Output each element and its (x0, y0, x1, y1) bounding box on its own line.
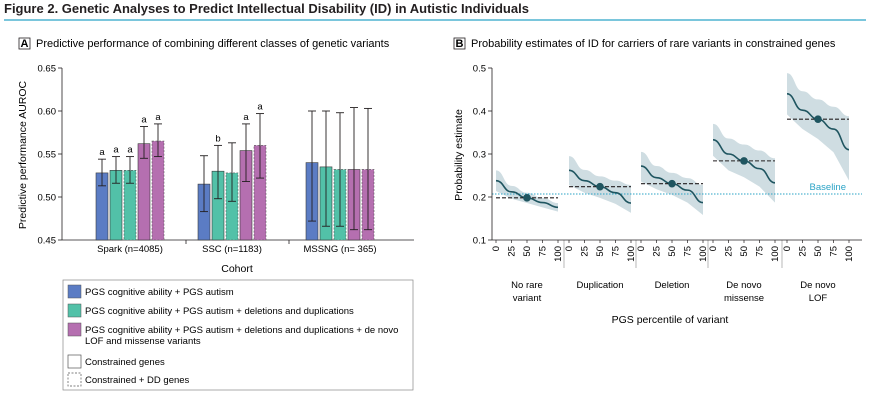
b-x-tick-label: 50 (667, 246, 678, 257)
panel-b-xlabel: PGS percentile of variant (612, 314, 729, 326)
bar (123, 170, 137, 241)
panel-a-legend: PGS cognitive ability + PGS autism PGS co… (62, 279, 414, 391)
b-y-tick-label: 0.5 (473, 64, 486, 75)
b-x-tick-label: 0 (564, 246, 575, 251)
b-x-tick-label: 100 (553, 246, 564, 262)
b-x-tick-label: 25 (652, 246, 663, 257)
b-y-tick-label: 0.2 (473, 193, 486, 204)
category-label: No rare (511, 280, 543, 291)
legend-label: Constrained + DD genes (85, 375, 190, 386)
significance-label: a (141, 114, 147, 125)
b-x-tick-label: 75 (538, 246, 549, 257)
a-y-tick-label: 0.65 (38, 64, 57, 75)
figure-title: Figure 2. Genetic Analyses to Predict In… (4, 1, 529, 16)
bar (253, 145, 267, 241)
confidence-band (787, 73, 849, 181)
significance-label: a (155, 112, 161, 123)
category-label: Deletion (655, 280, 690, 291)
category-label: De novo (800, 280, 835, 291)
confidence-band (496, 170, 558, 212)
b-x-tick-label: 0 (491, 246, 502, 251)
a-x-tick-label: MSSNG (n= 365) (303, 244, 376, 255)
bar (151, 140, 165, 241)
a-y-tick-label: 0.60 (38, 107, 57, 118)
b-x-tick-label: 0 (782, 246, 793, 251)
category-label: De novo (726, 280, 761, 291)
b-x-tick-label: 75 (755, 246, 766, 257)
significance-label: a (257, 102, 263, 113)
panel-a-letter: A (21, 38, 29, 50)
significance-label: b (215, 133, 220, 144)
panel-b-plot: Baseline No rare variant 0 25 50 75 100 Duplicat… (473, 64, 862, 304)
legend-swatch (67, 284, 82, 299)
category-label: Duplication (577, 280, 624, 291)
median-point (740, 157, 748, 165)
legend-swatch (67, 372, 82, 387)
b-x-tick-label: 25 (507, 246, 518, 257)
b-x-tick-label: 50 (739, 246, 750, 257)
panel-a-xlabel: Cohort (221, 263, 253, 275)
panel-b-letter-box (453, 37, 466, 50)
a-x-tick-label: Spark (n=4085) (97, 244, 163, 255)
b-x-tick-label: 50 (522, 246, 533, 257)
significance-label: a (243, 112, 249, 123)
bar (225, 172, 239, 241)
b-x-tick-label: 75 (683, 246, 694, 257)
median-point (668, 179, 676, 188)
legend-label: PGS cognitive ability + PGS autism (85, 287, 234, 298)
legend-frame (62, 279, 414, 391)
category-label-line2: variant (513, 293, 542, 304)
b-x-tick-label: 50 (813, 246, 824, 257)
panel-a: A Predictive performance of combining di… (17, 37, 414, 391)
panel-a-plot: 0.45 0.50 0.55 0.60 0.65 Spark (n=4085) SSC (n… (38, 64, 414, 255)
b-x-tick-label: 25 (724, 246, 735, 257)
significance-label: a (113, 145, 119, 156)
legend-swatch (67, 354, 82, 369)
median-point (596, 182, 604, 191)
b-y-tick-label: 0.1 (473, 236, 486, 247)
b-x-tick-label: 100 (770, 246, 781, 262)
panel-b-ylabel: Probability estimate (453, 109, 465, 201)
b-x-tick-label: 0 (708, 246, 719, 251)
b-x-tick-label: 50 (595, 246, 606, 257)
panel-a-letter-box (18, 37, 31, 50)
panel-a-ylabel: Predictive performance AUROC (17, 80, 29, 229)
a-y-tick-label: 0.50 (38, 193, 57, 204)
a-y-tick-label: 0.45 (38, 236, 57, 247)
panel-b-title: Probability estimates of ID for carriers… (471, 38, 836, 50)
legend-swatch (67, 322, 82, 337)
median-point (814, 115, 822, 123)
b-x-tick-label: 100 (626, 246, 637, 262)
b-x-tick-label: 100 (844, 246, 855, 262)
baseline-label: Baseline (810, 182, 846, 193)
panel-a-title: Predictive performance of combining diff… (36, 38, 390, 50)
b-x-tick-label: 75 (829, 246, 840, 257)
legend-label-line2: LOF and missense variants (85, 336, 201, 347)
significance-label: a (127, 145, 133, 156)
b-x-tick-label: 75 (611, 246, 622, 257)
legend-label: PGS cognitive ability + PGS autism + del… (85, 325, 398, 336)
category-label-line2: LOF (809, 293, 828, 304)
b-y-tick-label: 0.3 (473, 150, 486, 161)
b-x-tick-label: 100 (698, 246, 709, 262)
b-x-tick-label: 25 (580, 246, 591, 257)
panel-b-letter: B (456, 38, 464, 50)
panel-b: B Probability estimates of ID for carrie… (453, 37, 862, 326)
median-point (523, 194, 531, 202)
legend-label: Constrained genes (85, 357, 165, 368)
b-y-tick-label: 0.4 (473, 107, 486, 118)
b-x-tick-label: 25 (798, 246, 809, 257)
a-y-tick-label: 0.55 (38, 150, 57, 161)
legend-swatch (67, 303, 82, 318)
b-x-tick-label: 0 (636, 246, 647, 251)
significance-label: a (99, 147, 105, 158)
a-x-tick-label: SSC (n=1183) (202, 244, 262, 255)
legend-label: PGS cognitive ability + PGS autism + del… (85, 306, 354, 317)
category-label-line2: missense (724, 293, 764, 304)
